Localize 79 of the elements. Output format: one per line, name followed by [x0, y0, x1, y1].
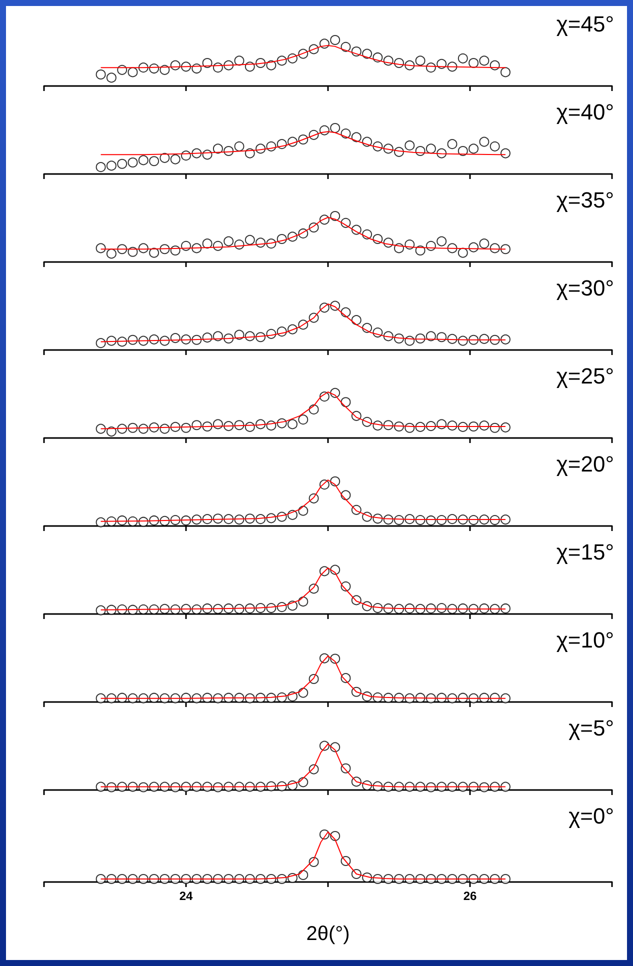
- point: [212, 144, 223, 154]
- point: [330, 35, 340, 45]
- point: [106, 160, 116, 171]
- point: [404, 140, 415, 150]
- point: [96, 782, 106, 792]
- chart-title: χ=20°: [556, 452, 614, 476]
- point: [479, 136, 490, 147]
- point: [106, 72, 116, 83]
- point: [426, 331, 436, 342]
- point: [330, 211, 340, 221]
- point: [298, 596, 308, 607]
- point: [170, 154, 180, 164]
- point: [128, 67, 138, 78]
- point: [128, 158, 138, 168]
- point: [96, 338, 106, 348]
- point: [298, 688, 308, 698]
- point: [288, 419, 298, 430]
- point: [351, 132, 362, 142]
- point: [298, 506, 308, 516]
- point: [500, 693, 510, 704]
- point: [500, 334, 510, 344]
- point: [266, 60, 276, 70]
- point: [490, 141, 500, 152]
- point: [96, 162, 106, 172]
- point: [202, 238, 212, 249]
- point: [351, 315, 362, 326]
- point: [106, 248, 116, 259]
- chart-title: χ=10°: [556, 628, 614, 652]
- chart-title: χ=35°: [556, 188, 614, 212]
- point: [500, 244, 510, 254]
- point: [149, 156, 160, 166]
- chart-title: χ=0°: [568, 804, 614, 828]
- point: [479, 56, 490, 66]
- point: [96, 424, 106, 434]
- point: [298, 414, 308, 425]
- point: [149, 248, 160, 258]
- chart-title: χ=45°: [556, 12, 614, 36]
- point: [244, 234, 255, 245]
- point: [234, 141, 244, 152]
- point: [500, 422, 510, 432]
- chart-title: χ=5°: [568, 716, 614, 740]
- point: [340, 397, 351, 408]
- point: [298, 870, 308, 880]
- point: [500, 148, 510, 158]
- point: [96, 605, 106, 616]
- point: [426, 144, 436, 154]
- point: [117, 158, 128, 169]
- point: [340, 42, 351, 52]
- point: [96, 70, 106, 80]
- chart-title: χ=30°: [556, 276, 614, 300]
- point: [234, 56, 244, 66]
- point: [500, 514, 510, 525]
- point: [96, 517, 106, 528]
- x-tick-label: 24: [179, 889, 193, 903]
- point: [362, 48, 372, 59]
- point: [458, 53, 468, 64]
- point: [160, 152, 170, 163]
- point: [436, 236, 447, 246]
- point: [96, 693, 106, 704]
- point: [468, 58, 479, 68]
- point: [224, 236, 234, 246]
- x-axis-title: 2θ(°): [306, 923, 350, 945]
- point: [458, 248, 468, 258]
- chart-title: χ=25°: [556, 364, 614, 388]
- chart-title: χ=15°: [556, 540, 614, 564]
- point: [500, 782, 510, 792]
- point: [330, 123, 340, 133]
- point: [415, 56, 426, 66]
- point: [479, 238, 490, 249]
- point: [468, 144, 479, 154]
- point: [500, 67, 510, 78]
- point: [447, 139, 458, 150]
- point: [96, 874, 106, 884]
- chart-title: χ=40°: [556, 100, 614, 124]
- point: [500, 874, 510, 884]
- point: [500, 603, 510, 614]
- point: [96, 243, 106, 254]
- x-tick-label: 26: [463, 889, 477, 903]
- point: [138, 155, 148, 166]
